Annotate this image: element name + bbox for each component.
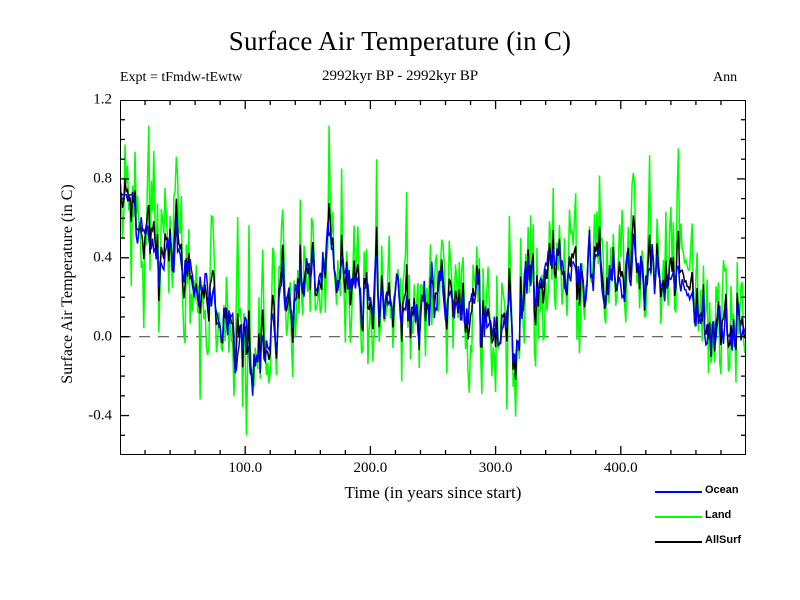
legend-label: Ocean — [705, 484, 739, 496]
y-tick-label: -0.4 — [88, 407, 112, 424]
chart-title: Surface Air Temperature (in C) — [228, 26, 572, 56]
legend-swatch — [655, 491, 702, 493]
legend-swatch — [655, 516, 702, 518]
period-label: Ann — [713, 70, 738, 85]
x-axis-tick-labels: 100.0 200.0 300.0 400.0 — [120, 460, 746, 482]
plot-area — [120, 100, 746, 455]
legend-item: Ocean — [655, 484, 795, 509]
y-tick-label: 0.4 — [93, 249, 112, 266]
legend-item: Land — [655, 509, 795, 534]
plot-frame — [120, 100, 746, 455]
chart-legend: Ocean Land AllSurf — [655, 484, 795, 559]
x-tick-label: 300.0 — [478, 460, 513, 476]
y-tick-label: 0.0 — [93, 328, 112, 345]
series-line-ocean — [120, 193, 746, 396]
y-tick-label: 1.2 — [93, 91, 112, 108]
legend-item: AllSurf — [655, 534, 795, 559]
legend-swatch — [655, 541, 702, 543]
y-axis-tick-labels: -0.4 0.0 0.4 0.8 1.2 — [52, 92, 112, 455]
chart-subtitle: 2992kyr BP - 2992kyr BP — [321, 68, 479, 84]
x-tick-label: 400.0 — [603, 460, 638, 476]
experiment-label: Expt = tFmdw-tEwtw — [120, 70, 243, 85]
legend-label: AllSurf — [705, 534, 742, 546]
y-tick-label: 0.8 — [93, 170, 112, 187]
x-tick-label: 100.0 — [228, 460, 263, 476]
x-tick-label: 200.0 — [353, 460, 388, 476]
legend-label: Land — [705, 509, 732, 521]
x-axis-title: Time (in years since start) — [344, 483, 522, 502]
series-plot — [120, 100, 746, 455]
